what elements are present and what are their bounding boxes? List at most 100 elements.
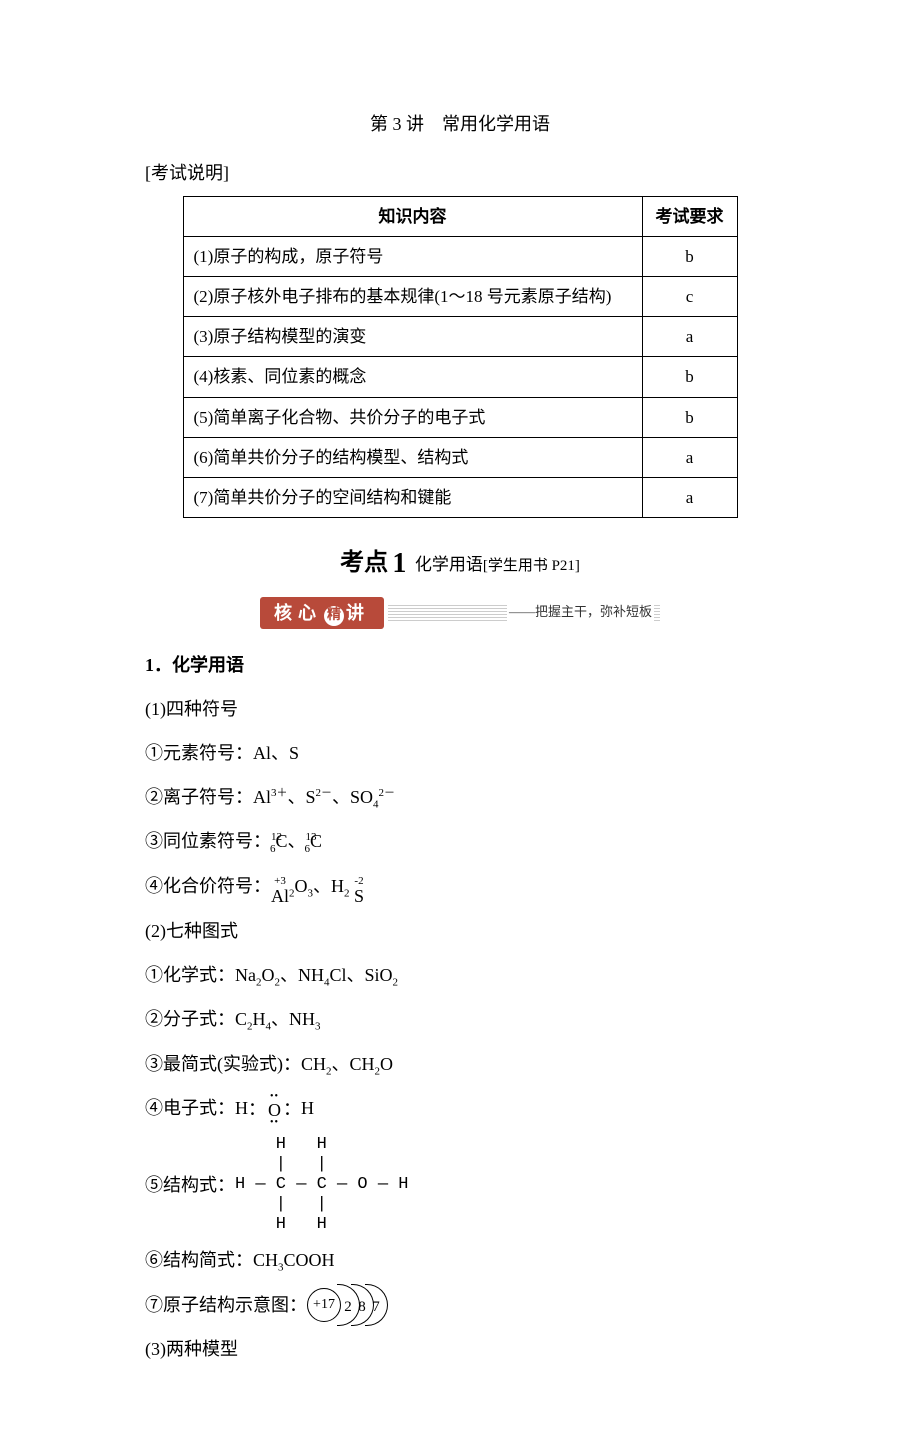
lewis-bot-dots: •• xyxy=(270,1118,279,1128)
lewis-h-left: H xyxy=(235,1098,248,1118)
lewis-top-dots: •• xyxy=(270,1092,279,1102)
kaodian-label: 考点 xyxy=(340,550,388,576)
row-req: b xyxy=(642,397,737,437)
empirical-prefix: ③最简式(实验式)：CH xyxy=(145,1054,326,1074)
row-req: b xyxy=(642,236,737,276)
sep2: 、SO xyxy=(332,787,373,807)
banner-circle-char: 精 xyxy=(324,606,344,626)
c-symbol-2: C xyxy=(310,831,322,851)
sub-2: (2)七种图式 xyxy=(145,913,775,949)
s-text: S xyxy=(354,886,364,906)
so4-charge: 2－ xyxy=(379,787,396,799)
sub-3: (3)两种模型 xyxy=(145,1331,775,1367)
atom-structure-diagram: +17 2 8 7 xyxy=(307,1287,383,1323)
col-content-header: 知识内容 xyxy=(183,196,642,236)
row-content: (2)原子核外电子排布的基本规律(1～18 号元素原子结构) xyxy=(183,276,642,316)
h2-sub: 2 xyxy=(344,888,350,900)
table-row: (5)简单离子化合物、共价分子的电子式b xyxy=(183,397,737,437)
shell-3-count: 7 xyxy=(372,1299,380,1315)
lewis-prefix: ④电子式： xyxy=(145,1098,235,1118)
kaodian-number: 1 xyxy=(392,548,406,579)
banner-core: 核心 xyxy=(274,603,322,623)
oxstate-al: +3Al xyxy=(271,876,289,905)
condensed-prefix: ⑥结构简式：CH xyxy=(145,1250,278,1270)
row-req: a xyxy=(642,477,737,517)
section-banner: 核心精讲 ——把握主干，弥补短板 xyxy=(260,601,660,625)
iso-prefix: ③同位素符号： xyxy=(145,831,271,851)
table-row: (2)原子核外电子排布的基本规律(1～18 号元素原子结构)c xyxy=(183,276,737,316)
row-content: (4)核素、同位素的概念 xyxy=(183,357,642,397)
item-2-2: ②分子式：C2H4、NH3 xyxy=(145,1001,775,1038)
table-row: (3)原子结构模型的演变a xyxy=(183,317,737,357)
structural-formula: H H | | H — C — C — O — H | | H H xyxy=(235,1135,408,1234)
formula-prefix: ①化学式：Na xyxy=(145,965,256,985)
item-2-1: ①化学式：Na2O2、NH4Cl、SiO2 xyxy=(145,957,775,994)
s2-charge: 2－ xyxy=(316,787,333,799)
row-content: (1)原子的构成，原子符号 xyxy=(183,236,642,276)
struct-row-bond1: | | xyxy=(235,1155,327,1174)
banner-red-box: 核心精讲 xyxy=(260,597,384,630)
ion-prefix: ②离子符号：Al xyxy=(145,787,271,807)
al3-charge: 3＋ xyxy=(271,787,288,799)
heading-1: 1．化学用语 xyxy=(145,647,775,683)
o-text: O xyxy=(295,876,308,896)
struct-row-top: H H xyxy=(235,1135,327,1154)
lewis-h-right: H xyxy=(301,1098,314,1118)
sub-1: (1)四种符号 xyxy=(145,691,775,727)
item-2-3: ③最简式(实验式)：CH2、CH2O xyxy=(145,1046,775,1083)
kaodian-bookref: [学生用书 P21] xyxy=(483,558,580,574)
banner-tail-text: ——把握主干，弥补短板 xyxy=(507,602,654,623)
nh-text: 、NH xyxy=(280,965,324,985)
struct-row-bond2: | | xyxy=(235,1195,327,1214)
cl-sio-text: Cl、SiO xyxy=(330,965,393,985)
table-header-row: 知识内容 考试要求 xyxy=(183,196,737,236)
item-2-5: ⑤结构式： H H | | H — C — C — O — H | | H H xyxy=(145,1135,775,1234)
item-2-4: ④电子式：H：••O••：H xyxy=(145,1090,775,1127)
item-2-6: ⑥结构简式：CH3COOH xyxy=(145,1242,775,1279)
banner-tail: ——把握主干，弥补短板 xyxy=(388,605,660,621)
item-1-1: ①元素符号：Al、S xyxy=(145,735,775,771)
item-1-4: ④化合价符号：+3Al2O3、H2 -2S xyxy=(145,868,775,905)
item-2-7: ⑦原子结构示意图： +17 2 8 7 xyxy=(145,1287,775,1323)
h-mid: H xyxy=(253,1009,266,1029)
row-content: (7)简单共价分子的空间结构和键能 xyxy=(183,477,642,517)
row-req: b xyxy=(642,357,737,397)
table-row: (7)简单共价分子的空间结构和键能a xyxy=(183,477,737,517)
molecular-prefix: ②分子式：C xyxy=(145,1009,247,1029)
row-req: a xyxy=(642,437,737,477)
content-body: 1．化学用语 (1)四种符号 ①元素符号：Al、S ②离子符号：Al3＋、S2－… xyxy=(145,647,775,1367)
lewis-o: ••O•• xyxy=(266,1101,283,1119)
lewis-colon-left: ： xyxy=(248,1099,266,1119)
nh-mid: 、NH xyxy=(271,1009,315,1029)
nh3-sub: 3 xyxy=(315,1021,321,1033)
item-1-2: ②离子符号：Al3＋、S2－、SO42－ xyxy=(145,779,775,816)
shell-3: 7 xyxy=(369,1287,383,1323)
row-content: (5)简单离子化合物、共价分子的电子式 xyxy=(183,397,642,437)
cooh-text: COOH xyxy=(284,1250,335,1270)
so4-sub: 4 xyxy=(373,798,379,810)
o-text2: O xyxy=(262,965,275,985)
structural-prefix: ⑤结构式： xyxy=(145,1167,235,1203)
c-symbol-1: C、 xyxy=(276,831,306,851)
table-row: (1)原子的构成，原子符号b xyxy=(183,236,737,276)
table-row: (6)简单共价分子的结构模型、结构式a xyxy=(183,437,737,477)
kaodian-topic: 化学用语 xyxy=(415,555,483,574)
banner-jiang: 讲 xyxy=(346,603,370,623)
row-req: c xyxy=(642,276,737,316)
exam-requirements-table: 知识内容 考试要求 (1)原子的构成，原子符号b (2)原子核外电子排布的基本规… xyxy=(183,196,738,519)
h2-text: 、H xyxy=(313,876,344,896)
o-suffix: O xyxy=(380,1054,393,1074)
row-req: a xyxy=(642,317,737,357)
col-req-header: 考试要求 xyxy=(642,196,737,236)
table-row: (4)核素、同位素的概念b xyxy=(183,357,737,397)
lecture-title: 第 3 讲 常用化学用语 xyxy=(145,110,775,139)
kaodian-heading: 考点 1 化学用语[学生用书 P21] xyxy=(145,542,775,587)
item-1-3: ③同位素符号：126C、136C xyxy=(145,823,775,860)
row-content: (6)简单共价分子的结构模型、结构式 xyxy=(183,437,642,477)
struct-row-bot: H H xyxy=(235,1215,327,1234)
struct-row-main: H — C — C — O — H xyxy=(235,1175,408,1194)
sep: 、S xyxy=(288,787,316,807)
nucleus: +17 xyxy=(307,1288,341,1322)
oxstate-prefix: ④化合价符号： xyxy=(145,876,271,896)
shell-2-count: 8 xyxy=(358,1299,366,1315)
